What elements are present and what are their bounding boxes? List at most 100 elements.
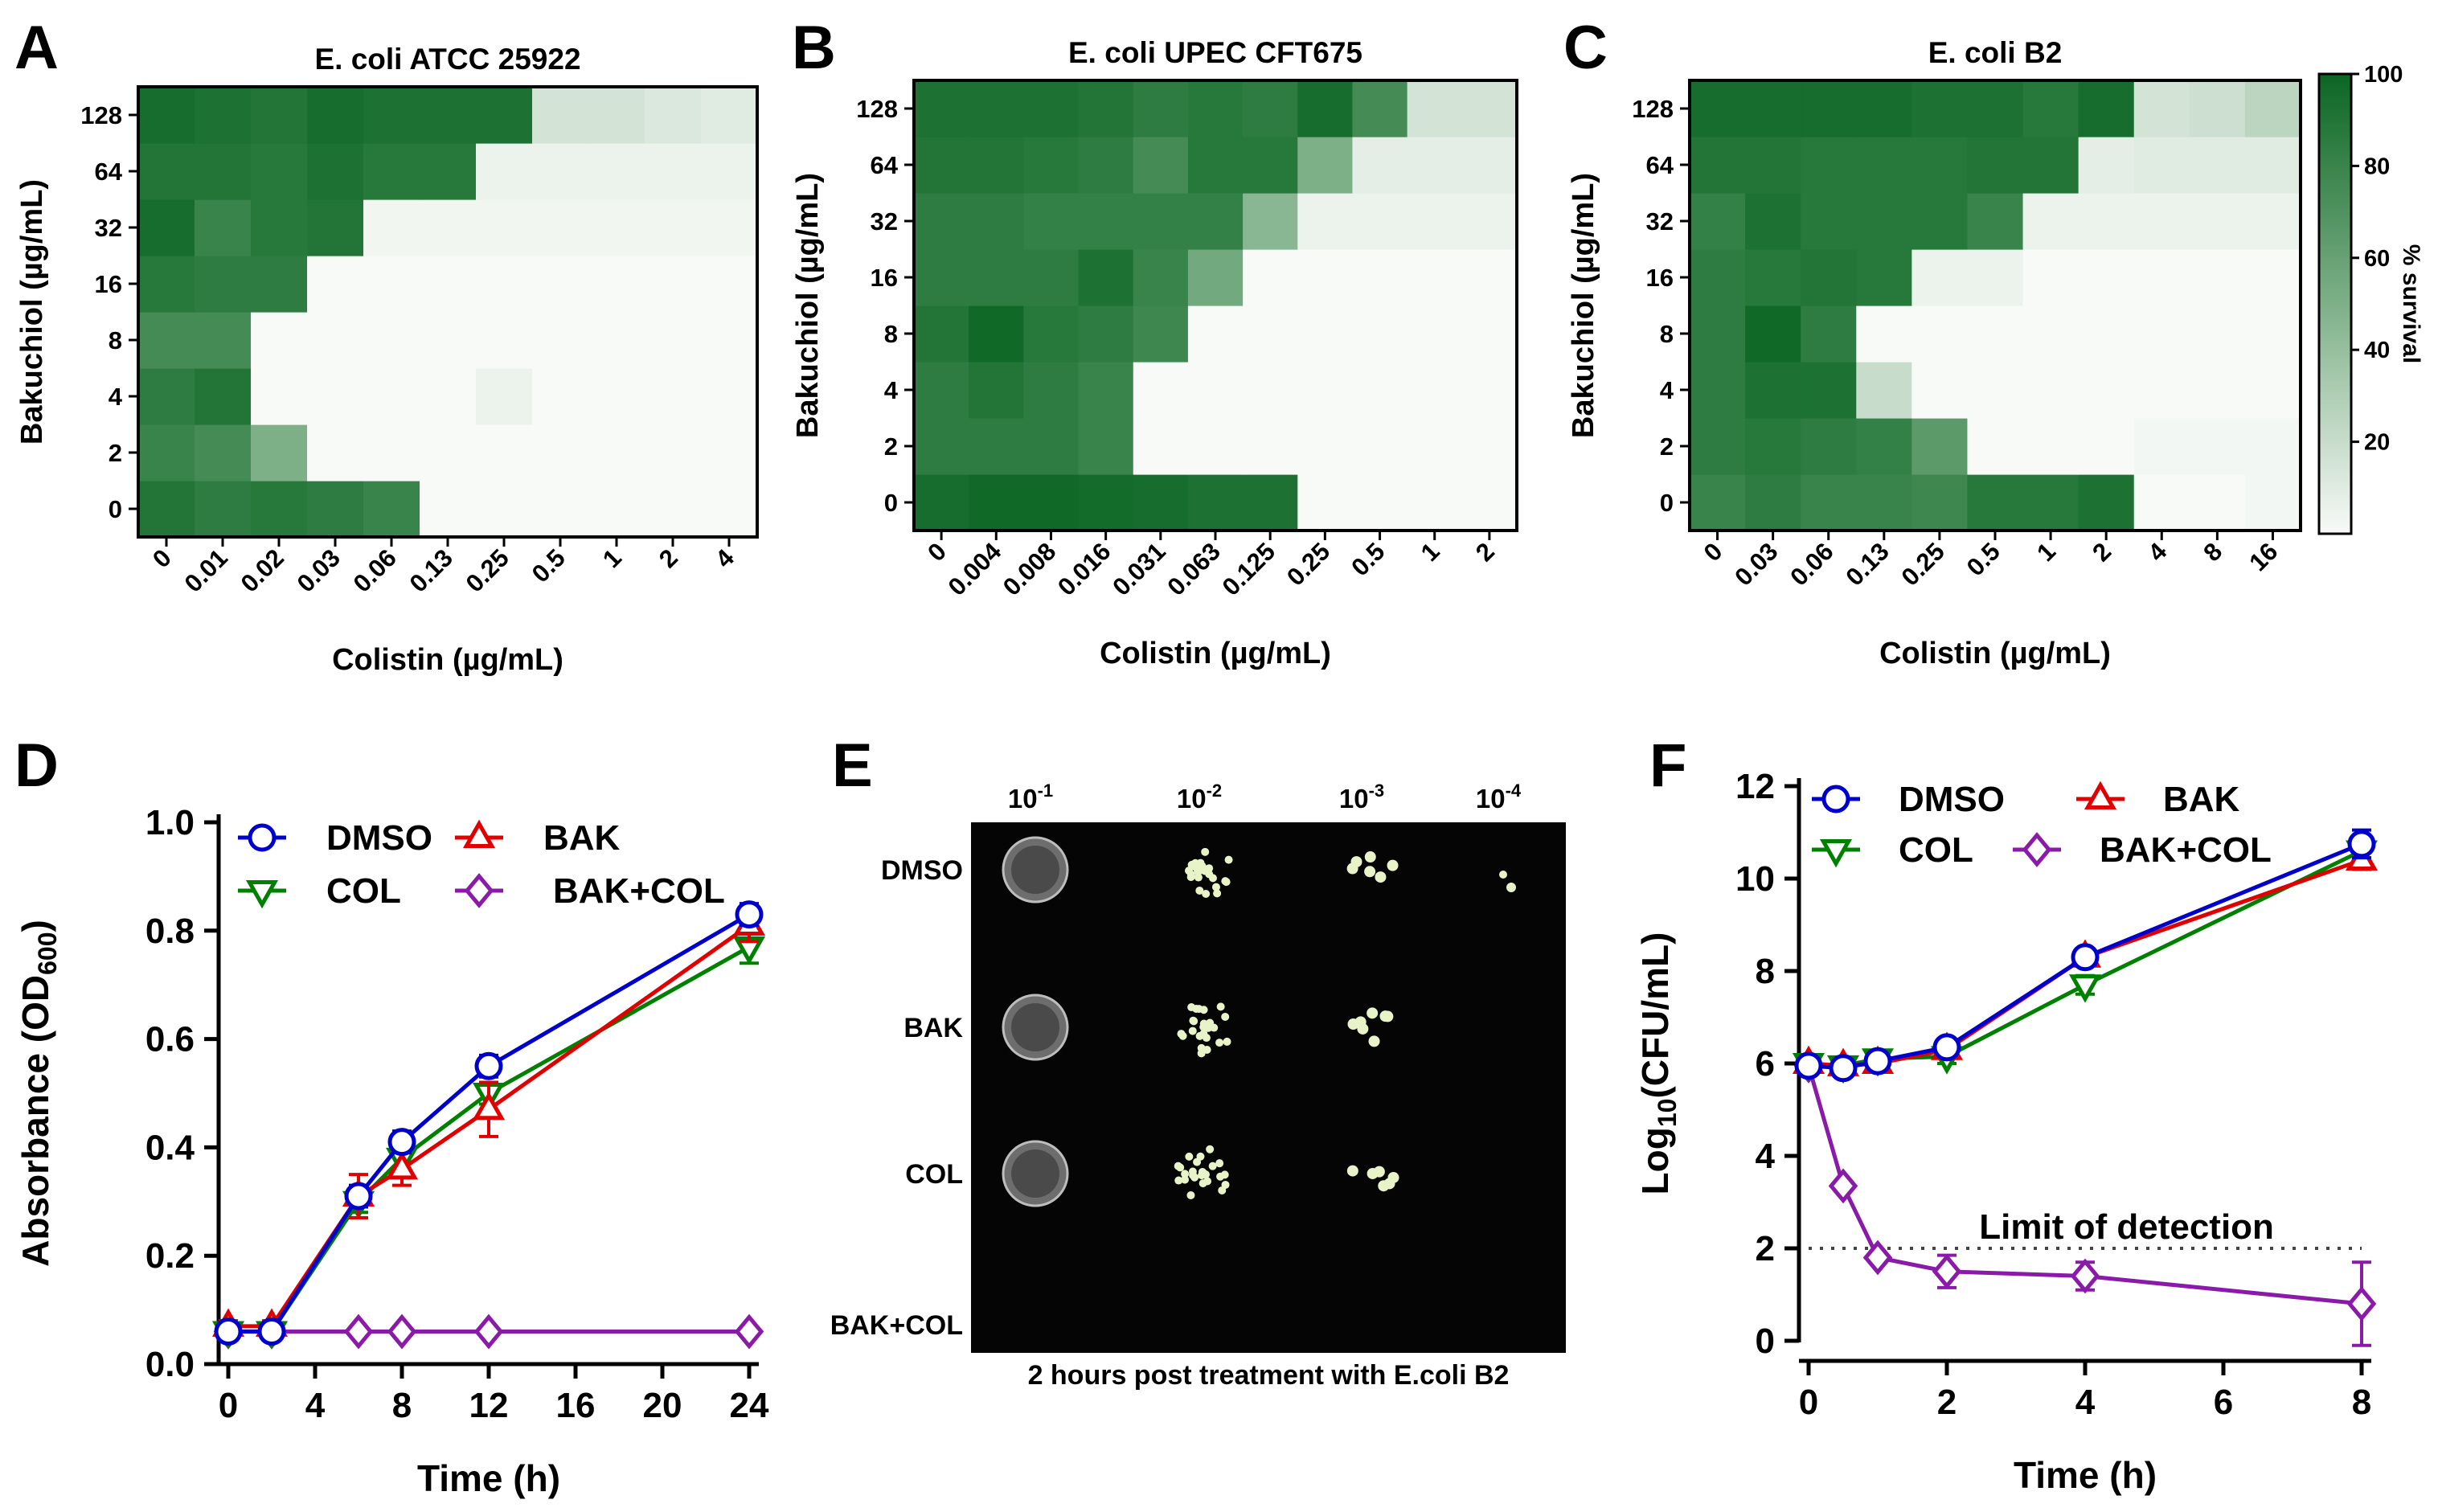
y-axis-label: Bakuchiol (µg/mL) [1567,173,1600,438]
colony [1193,1158,1202,1166]
heatmap-cell [2133,249,2190,306]
heatmap-cell [1133,249,1189,306]
y-tick-label: 64 [871,151,899,179]
row-label: COL [905,1159,963,1190]
dilution-label: 10-3 [1339,781,1384,813]
heatmap-cell [2078,474,2135,531]
legend-item: COL [238,871,401,911]
x-tick-label: 1 [1416,537,1445,567]
heatmap-cell [251,87,308,144]
heatmap-cell [1187,137,1244,194]
heatmap-cell [1967,418,2024,475]
panel-letters: A B C D E F [14,14,1686,800]
legend-label: BAK+COL [2100,830,2272,870]
heatmap-cell [476,199,533,256]
dilution-label: 10-2 [1177,781,1222,813]
x-axis-label: Time (h) [417,1457,560,1499]
colony [1224,855,1233,864]
colony [1218,1186,1227,1194]
heatmap-cell [588,143,645,200]
heatmap-cell [2189,137,2246,194]
heatmap-cell [969,418,1024,475]
marker-diamond [464,873,494,908]
colony [1186,873,1195,882]
heatmap-cell [2078,418,2135,475]
heatmap-cell [251,199,308,256]
x-tick-label: 0.031 [1107,537,1171,601]
marker-diamond [387,1313,417,1350]
colony [1506,883,1516,892]
heatmap-cell [1187,474,1244,531]
heatmap-cell [420,256,477,313]
heatmap-cell [1297,193,1354,250]
heatmap-cell [363,143,420,200]
heatmap-cell [1023,362,1080,419]
marker-diamond [1932,1253,1962,1289]
colorbar-tick-label: 100 [2364,62,2403,88]
colony [1383,1178,1395,1190]
plate-background [971,822,1566,1353]
panel-letter-a: A [14,14,59,82]
heatmap-cell [420,87,477,144]
colony [1181,1175,1190,1184]
x-tick-label: 16 [556,1386,596,1425]
y-tick-label: 12 [1735,767,1775,806]
heatmap-cell [1023,137,1080,194]
y-axis-label: Bakuchiol (µg/mL) [791,173,825,438]
heatmap-cell [2078,305,2135,363]
heatmap-cell [1461,474,1518,531]
plate-caption: 2 hours post treatment with E.coli B2 [1028,1360,1510,1391]
heatmap-cell [2244,249,2301,306]
colorbar-bar [2317,72,2353,535]
heatmap-cell [1243,80,1298,137]
colony [1200,1023,1209,1032]
marker-triangle-down [1819,839,1853,868]
heatmap-cell [1911,249,1969,306]
y-tick-label: 4 [1756,1137,1776,1176]
heatmap-cell [1856,249,1912,306]
heatmap-cell [2244,80,2301,137]
heatmap-cell [2189,474,2246,531]
y-tick-label: 4 [109,383,123,411]
heatmap-cell [363,199,420,256]
heatmap-cell [701,481,758,538]
colony [1202,889,1211,898]
heatmap-cell [588,481,645,538]
heatmap-cell [1856,474,1912,531]
heatmap-cell [195,481,252,538]
heatmap-cell [2022,305,2079,363]
heatmap-cell [1856,305,1912,363]
heatmap-cell [1801,305,1857,363]
heatmap-cell [1911,137,1969,194]
colony [1346,863,1358,875]
heatmap-cell [1801,418,1857,475]
heatmap-cell [2022,362,2079,419]
heatmap-cell [1023,418,1080,475]
colorbar: 20 40 60 80 100 % survival [2317,62,2424,535]
heatmap-cell [1133,362,1189,419]
heatmap-cell [1352,80,1408,137]
heatmap-cell [1461,305,1518,363]
heatmap-cell [476,312,533,369]
colony [1194,867,1203,875]
heatmap-cell [701,424,758,481]
heatmap-cell [195,368,252,425]
x-tick-label: 0 [1698,537,1728,567]
heatmap-cell [251,312,308,369]
heatmap-cell [1187,362,1244,419]
row-label: BAK+COL [830,1310,963,1341]
y-tick-label: 2 [109,439,122,467]
heatmap-cell [1801,249,1857,306]
heatmap-cell [1690,305,1746,363]
heatmap-cell [476,481,533,538]
legend-item: BAK+COL [455,871,725,911]
heatmap-cell [2133,80,2190,137]
heatmap-cell [195,87,252,144]
heatmap-cell [2133,137,2190,194]
heatmap-cell [1352,249,1408,306]
x-tick-label: 4 [305,1386,326,1425]
x-tick-label: 0.03 [1729,537,1783,591]
colony [1191,858,1200,867]
heatmap-cell [588,424,645,481]
